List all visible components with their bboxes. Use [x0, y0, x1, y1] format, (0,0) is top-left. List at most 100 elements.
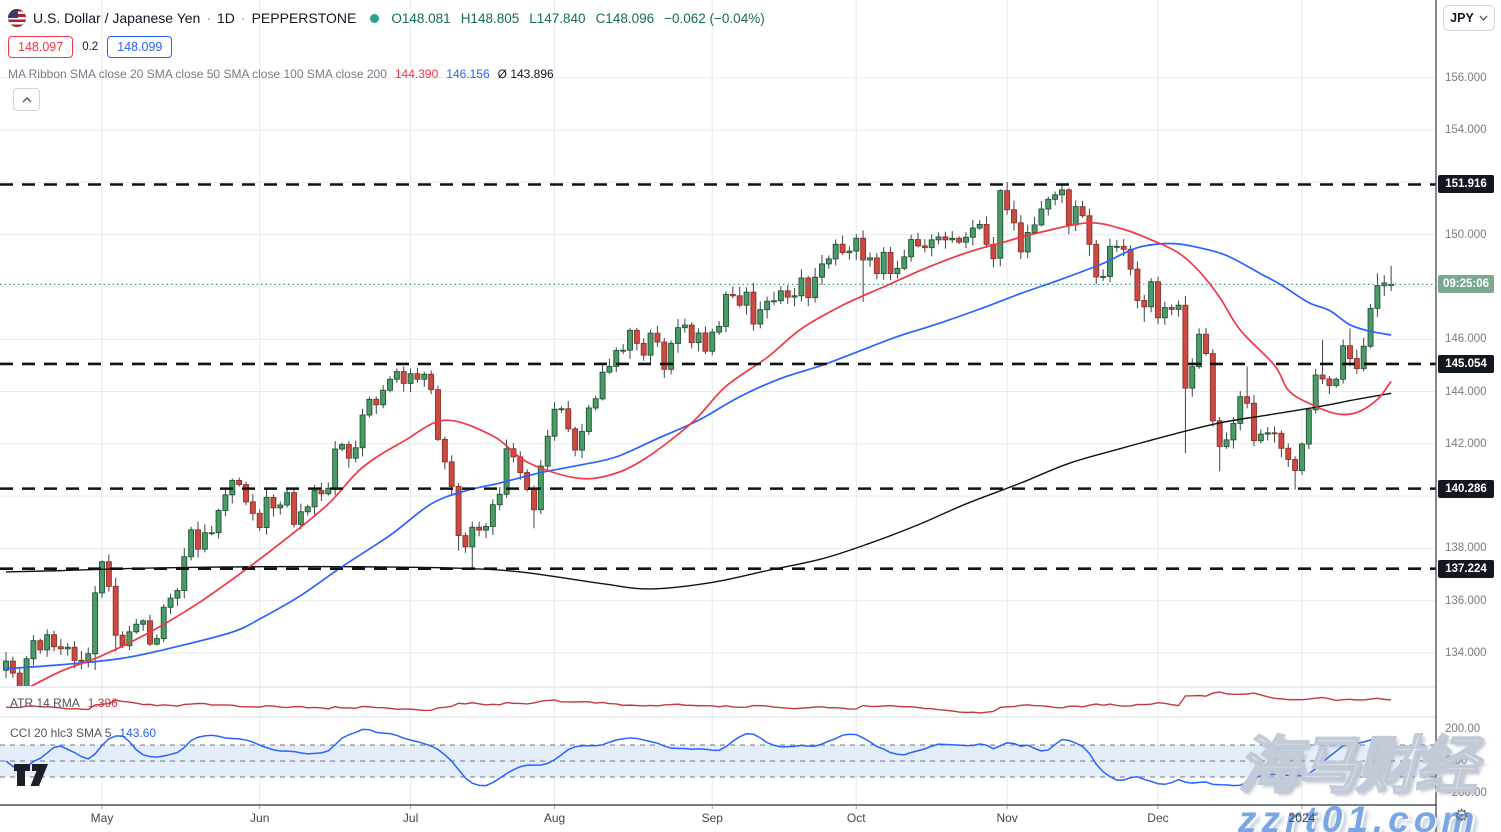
candle[interactable]	[236, 479, 243, 486]
candle[interactable]	[489, 504, 496, 527]
candle[interactable]	[880, 251, 887, 275]
candle[interactable]	[1141, 300, 1148, 308]
candle[interactable]	[579, 431, 585, 451]
price-axis[interactable]: 156.000 154.000 150.000 146.000 144.000 142.0…	[1437, 0, 1501, 832]
candle[interactable]	[777, 290, 784, 302]
candle[interactable]	[928, 239, 935, 249]
candle[interactable]	[105, 561, 112, 587]
candle[interactable]	[1264, 432, 1271, 435]
candle[interactable]	[1004, 190, 1011, 211]
candle[interactable]	[647, 332, 654, 356]
candle[interactable]	[1319, 374, 1326, 380]
candle[interactable]	[668, 342, 675, 370]
candle[interactable]	[1312, 374, 1319, 411]
candle[interactable]	[1326, 378, 1333, 386]
candle[interactable]	[345, 444, 352, 459]
candle[interactable]	[963, 236, 969, 243]
candle[interactable]	[208, 532, 215, 535]
atr-pane-legend[interactable]: ATR 14 RMA 1.396	[10, 696, 118, 710]
candle[interactable]	[1038, 208, 1045, 226]
candle[interactable]	[112, 585, 119, 636]
candle[interactable]	[311, 490, 318, 508]
candle[interactable]	[757, 309, 764, 325]
candle[interactable]	[1168, 307, 1175, 310]
candle[interactable]	[380, 389, 387, 406]
candle[interactable]	[51, 634, 57, 648]
time-axis-label[interactable]: Aug	[543, 811, 566, 825]
candle[interactable]	[23, 658, 30, 691]
candle[interactable]	[832, 243, 839, 260]
buy-button[interactable]: 148.099	[107, 35, 173, 58]
candle[interactable]	[366, 398, 373, 416]
candle[interactable]	[695, 332, 702, 344]
candle[interactable]	[846, 250, 853, 254]
candle[interactable]	[1278, 432, 1285, 449]
candle[interactable]	[551, 408, 558, 437]
collapse-legend-button[interactable]	[13, 88, 40, 111]
candle[interactable]	[1299, 443, 1305, 471]
candle[interactable]	[174, 590, 181, 599]
sell-button[interactable]: 148.097	[8, 35, 74, 58]
candle[interactable]	[1237, 396, 1244, 424]
candle[interactable]	[1285, 447, 1292, 460]
candle[interactable]	[167, 597, 174, 608]
exchange-label[interactable]: PEPPERSTONE	[251, 10, 357, 26]
candle[interactable]	[709, 331, 716, 352]
candle[interactable]	[873, 257, 880, 275]
candle[interactable]	[99, 561, 105, 594]
time-axis-label[interactable]: Sep	[701, 811, 723, 825]
candle[interactable]	[565, 408, 572, 430]
candle[interactable]	[57, 646, 64, 650]
candle[interactable]	[304, 506, 311, 513]
candle[interactable]	[894, 267, 901, 275]
candle[interactable]	[1257, 433, 1264, 442]
time-axis-label[interactable]: Jun	[250, 811, 270, 825]
candle[interactable]	[901, 256, 908, 269]
candle[interactable]	[462, 535, 469, 548]
candle[interactable]	[1271, 432, 1278, 435]
candle[interactable]	[702, 332, 709, 352]
ma-ribbon-legend[interactable]: MA Ribbon SMA close 20 SMA close 50 SMA …	[8, 66, 554, 82]
candle[interactable]	[387, 378, 393, 391]
settings-gear-icon[interactable]: ⚙	[1454, 806, 1470, 825]
candle[interactable]	[469, 526, 476, 548]
candle[interactable]	[585, 407, 592, 432]
candle[interactable]	[126, 631, 133, 647]
candle[interactable]	[249, 501, 256, 514]
candle[interactable]	[764, 300, 771, 311]
candle[interactable]	[71, 646, 78, 661]
candle[interactable]	[44, 634, 51, 651]
candle[interactable]	[373, 398, 380, 406]
candle[interactable]	[640, 342, 647, 356]
candle[interactable]	[297, 511, 304, 525]
candle[interactable]	[1065, 189, 1072, 226]
candle[interactable]	[558, 408, 565, 411]
candle[interactable]	[524, 472, 531, 491]
candle[interactable]	[496, 493, 503, 506]
candle[interactable]	[1175, 304, 1182, 310]
candle[interactable]	[284, 492, 291, 506]
candle[interactable]	[825, 258, 832, 265]
candle[interactable]	[887, 251, 894, 275]
candle[interactable]	[544, 435, 551, 467]
candle[interactable]	[805, 277, 812, 299]
candle[interactable]	[812, 276, 819, 299]
candle[interactable]	[1045, 198, 1052, 210]
candle[interactable]	[956, 237, 963, 243]
candle[interactable]	[1223, 439, 1230, 447]
candle[interactable]	[935, 236, 942, 241]
candle[interactable]	[1374, 285, 1381, 309]
candle[interactable]	[9, 660, 16, 674]
candle[interactable]	[181, 556, 188, 591]
candle[interactable]	[119, 634, 126, 647]
timeframe-label[interactable]: 1D	[217, 10, 235, 26]
candle[interactable]	[1203, 333, 1209, 355]
candle[interactable]	[1251, 402, 1257, 442]
market-status-icon[interactable]	[370, 13, 380, 23]
candle[interactable]	[153, 638, 160, 645]
candle[interactable]	[1216, 420, 1223, 447]
candle[interactable]	[1093, 243, 1100, 278]
candle[interactable]	[215, 510, 222, 534]
candle[interactable]	[915, 239, 921, 247]
time-axis-label[interactable]: Jul	[402, 811, 419, 825]
